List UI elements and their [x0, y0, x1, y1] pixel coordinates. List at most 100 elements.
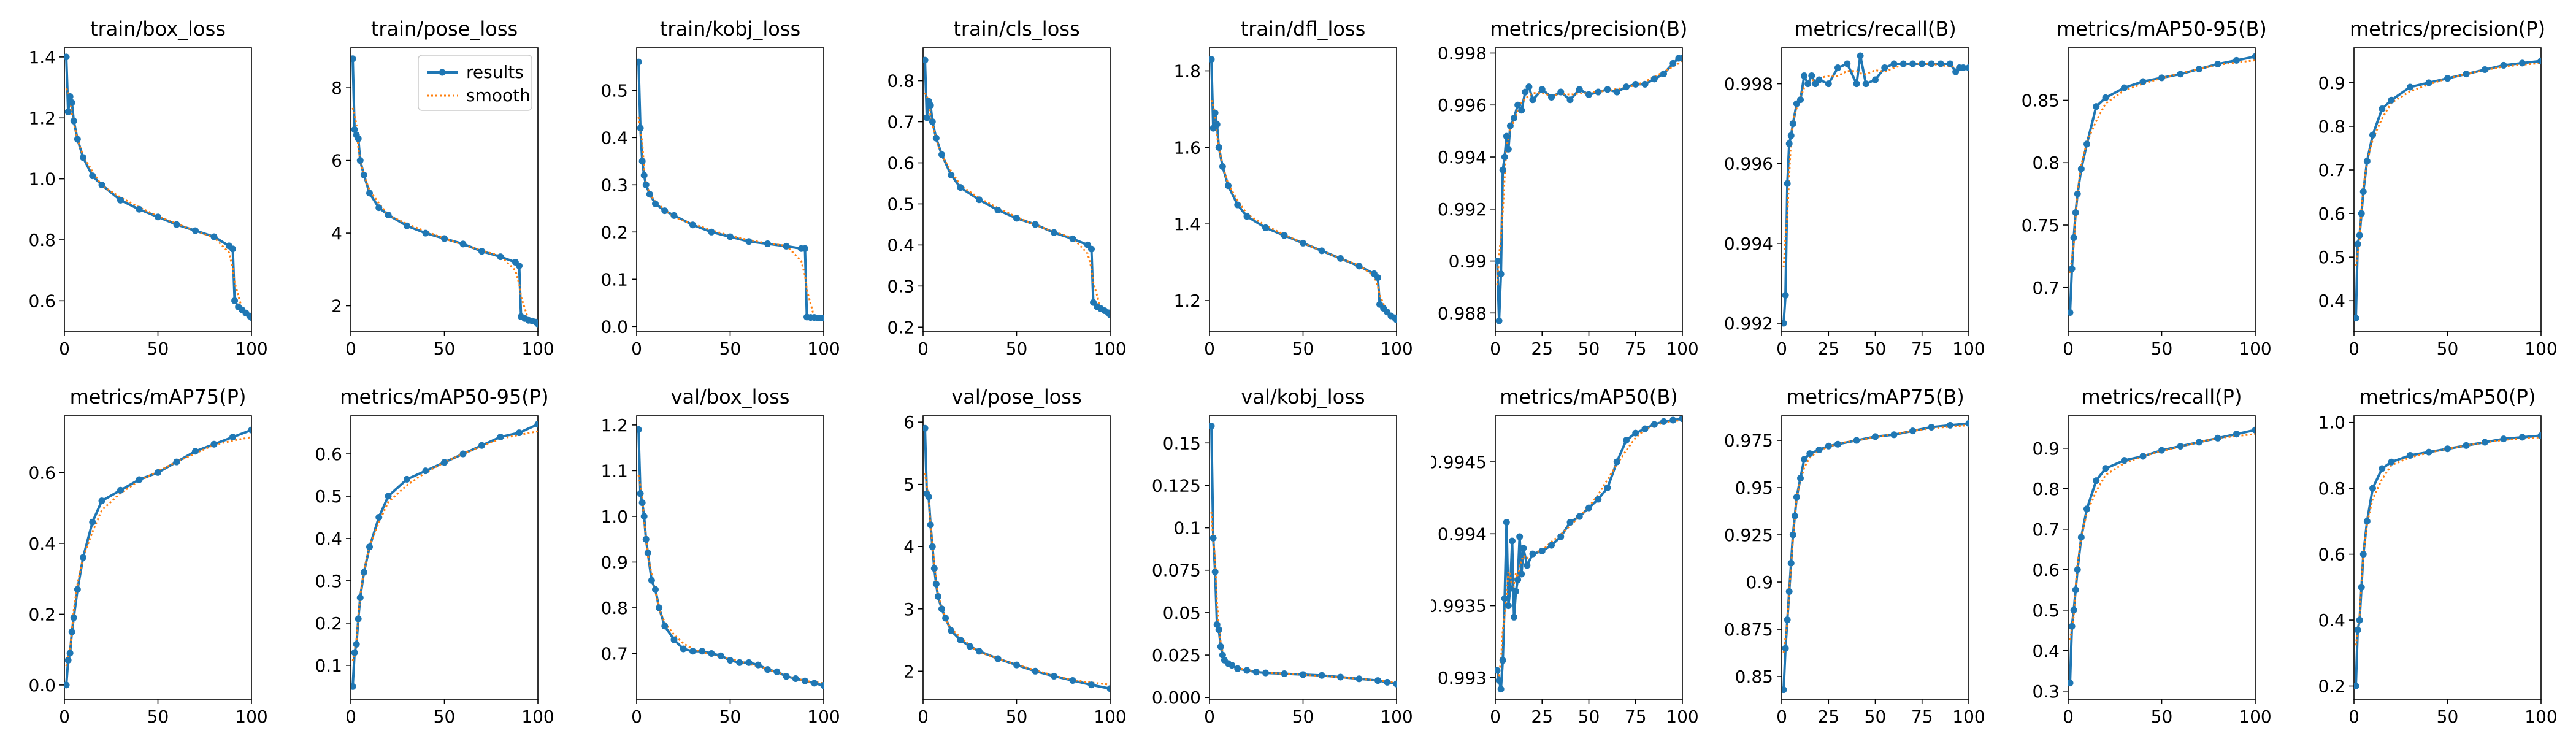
y-tick-label: 0.6 [887, 153, 914, 173]
data-point [1243, 667, 1251, 674]
data-point [1213, 121, 1221, 128]
data-point [2537, 57, 2542, 64]
data-point [641, 172, 648, 179]
x-tick-label: 0 [1776, 339, 1787, 359]
x-tick-label: 25 [1531, 707, 1554, 727]
chart-panel: metrics/mAP75(P) 0 50 100 0.0 0.2 0.4 0.6 [28, 385, 267, 727]
data-point [2444, 445, 2451, 453]
data-point [811, 680, 818, 687]
data-point [385, 493, 392, 500]
y-tick-label: 0.7 [601, 643, 629, 664]
data-point [1899, 60, 1907, 67]
results-line [924, 60, 1110, 316]
y-tick-label: 0.1 [315, 656, 342, 676]
data-point [2425, 448, 2432, 456]
chart-title: val/pose_loss [951, 385, 1081, 408]
y-tick-label: 1.1 [601, 461, 629, 481]
data-point [1679, 416, 1683, 423]
chart-panel: train/pose_loss 0 50 100 2 4 6 8 results smooth [331, 17, 554, 359]
data-point [637, 125, 644, 132]
data-point [136, 205, 143, 213]
data-point [641, 513, 648, 520]
results-line [1209, 59, 1397, 321]
data-point [1529, 96, 1536, 104]
data-point [773, 668, 781, 675]
y-tick-label: 0.3 [601, 175, 629, 195]
data-point [2077, 165, 2085, 172]
chart-panel: metrics/mAP50(P) 0 50 100 0.2 0.4 0.6 0.8 1.0 [2318, 385, 2558, 727]
y-tick-label: 4 [903, 537, 914, 557]
data-point [1787, 559, 1795, 567]
data-point [350, 683, 356, 690]
x-tick-label: 0 [345, 339, 356, 359]
data-point [1106, 311, 1110, 318]
data-point [736, 659, 743, 666]
data-point [994, 206, 1002, 213]
y-tick-label: 1.2 [28, 108, 56, 128]
y-tick-label: 0.975 [1724, 431, 1773, 451]
data-point [497, 253, 504, 261]
data-point [1801, 456, 1808, 463]
data-point [66, 650, 74, 657]
y-tick-label: 0.875 [1724, 619, 1773, 640]
data-point [637, 426, 642, 433]
x-tick-label: 75 [1625, 339, 1647, 359]
data-point [1928, 60, 1935, 67]
smooth-line [1210, 512, 1397, 683]
data-point [2482, 66, 2489, 74]
data-point [68, 628, 75, 635]
x-tick-label: 50 [1292, 707, 1314, 727]
data-point [923, 114, 930, 121]
y-tick-label: 0.992 [1724, 313, 1773, 334]
chart-panel: metrics/precision(P) 0 50 100 0.4 0.5 0.6 0.7 0.… [2318, 17, 2558, 359]
smooth-line [637, 117, 824, 319]
data-point [923, 56, 929, 64]
y-tick-label: 0.996 [1724, 154, 1773, 174]
data-point [1355, 675, 1363, 683]
data-point [403, 222, 410, 229]
data-point [478, 442, 485, 449]
data-point [2214, 434, 2221, 442]
data-point [2358, 583, 2366, 591]
x-tick-label: 0 [918, 707, 929, 727]
x-tick-label: 0 [2063, 707, 2074, 727]
y-tick-label: 0.994 [1438, 147, 1487, 167]
data-point [1503, 132, 1511, 140]
chart-panel: train/kobj_loss 0 50 100 0.0 0.1 0.2 0.3 0.4 0.5 [601, 17, 840, 359]
data-point [1505, 602, 1512, 610]
data-point [350, 55, 356, 63]
y-tick-label: 0.000 [1151, 688, 1200, 708]
chart-panel: metrics/recall(B) 0 25 50 75 100 0.992 0.994 0.9… [1724, 17, 1985, 359]
data-point [764, 240, 772, 248]
chart-title: metrics/precision(P) [2350, 17, 2545, 40]
data-point [966, 643, 973, 650]
data-point [1784, 616, 1791, 624]
y-tick-label: 0.15 [1162, 433, 1200, 453]
y-tick-label: 0.125 [1151, 475, 1200, 496]
data-point [932, 580, 940, 588]
data-point [1641, 80, 1649, 88]
data-point [1213, 621, 1221, 628]
data-point [1514, 101, 1522, 109]
y-tick-label: 0.99 [1449, 251, 1487, 272]
data-point [646, 191, 654, 198]
data-point [1209, 534, 1217, 542]
x-tick-label: 50 [433, 707, 455, 727]
smooth-line [1210, 99, 1397, 319]
data-point [2158, 74, 2165, 82]
x-tick-label: 75 [1625, 707, 1647, 727]
data-point [1336, 673, 1344, 681]
chart-title: metrics/mAP50-95(P) [340, 385, 548, 408]
data-point [1281, 670, 1288, 678]
data-point [1051, 229, 1057, 236]
y-tick-label: 0.025 [1151, 645, 1200, 665]
data-point [2358, 210, 2366, 217]
data-point [173, 221, 180, 228]
data-point [1318, 247, 1325, 255]
data-point [1557, 88, 1565, 96]
data-point [2425, 79, 2432, 86]
smooth-line [2069, 59, 2255, 274]
chart-title: train/kobj_loss [660, 17, 800, 40]
y-tick-label: 2 [331, 296, 342, 316]
data-point [2068, 680, 2074, 687]
